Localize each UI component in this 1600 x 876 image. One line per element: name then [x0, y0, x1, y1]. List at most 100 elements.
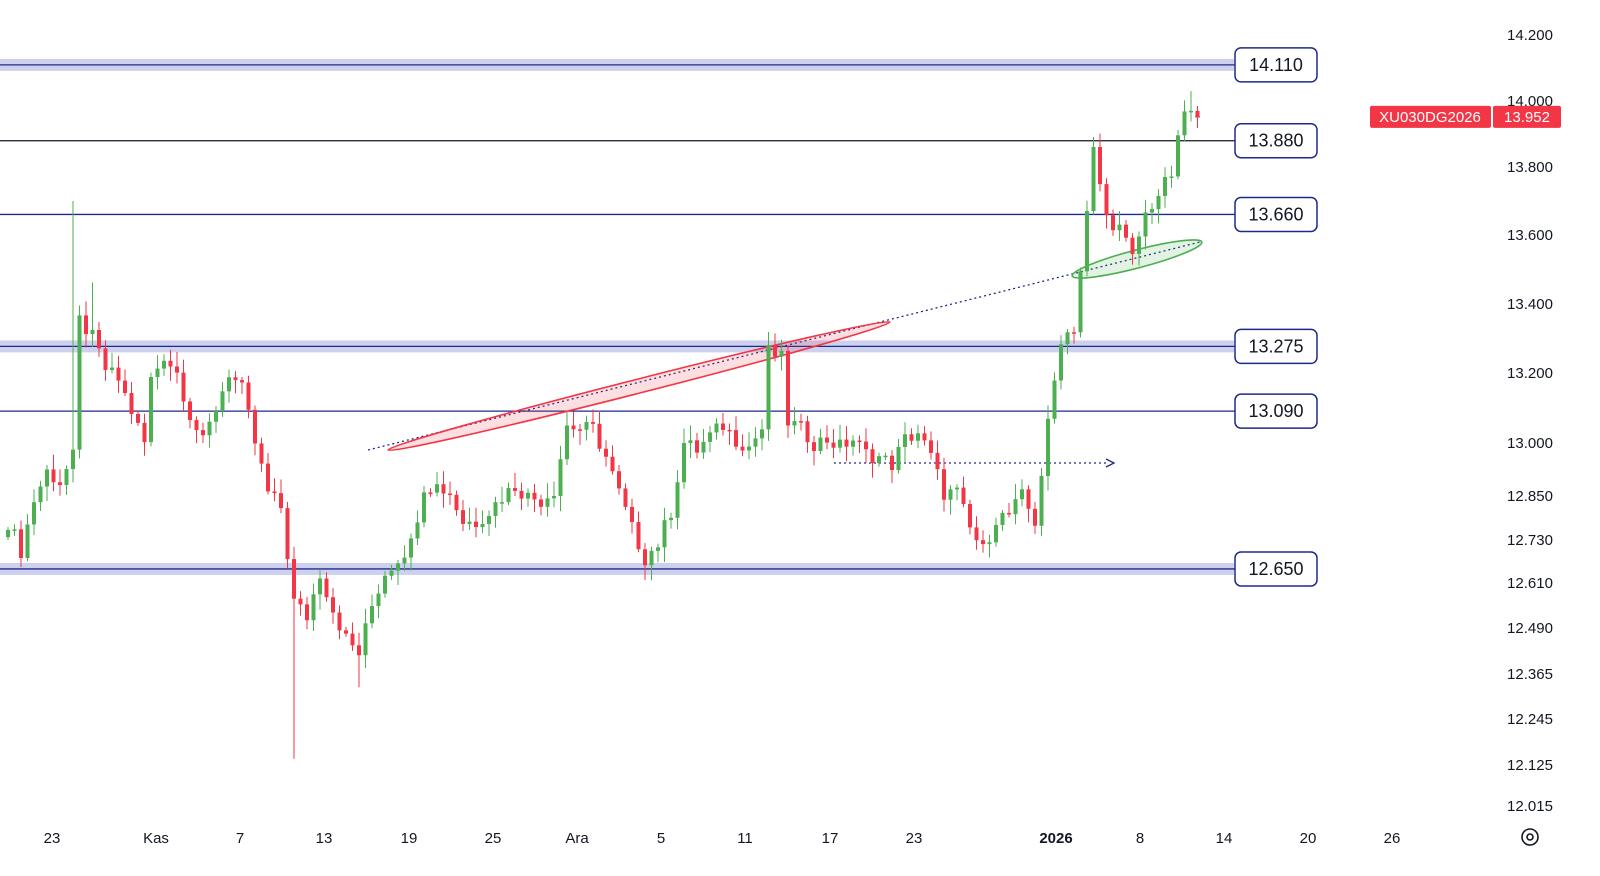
candle-body [1143, 212, 1148, 237]
candle-97 [636, 511, 641, 553]
candle-68 [448, 481, 452, 505]
candle-body [552, 495, 556, 499]
candle-body [292, 559, 296, 599]
candle-18 [123, 369, 127, 396]
candle-body [493, 502, 498, 516]
x-tick-label: 17 [822, 830, 839, 847]
candle-174 [1137, 231, 1141, 266]
candle-65 [428, 488, 433, 497]
candle-145 [948, 485, 953, 515]
candle-32 [214, 406, 218, 433]
candle-4 [32, 489, 36, 536]
settings-icon[interactable] [1521, 828, 1539, 846]
candle-171 [1117, 211, 1122, 241]
candle-body [903, 434, 907, 447]
candle-body [467, 521, 472, 524]
candle-body [448, 493, 452, 496]
candle-body [1020, 489, 1024, 500]
candle-body [396, 563, 400, 571]
level-label-2[interactable]: 13.660 [1234, 196, 1318, 233]
candle-body [1091, 147, 1096, 212]
candle-body [1026, 489, 1031, 509]
candle-103 [675, 470, 680, 530]
candle-73 [480, 510, 485, 534]
candle-176 [1150, 202, 1154, 224]
candle-body [688, 440, 693, 444]
candle-body [194, 420, 199, 431]
candle-35 [233, 371, 238, 394]
candle-49 [324, 572, 329, 602]
level-label-4[interactable]: 13.090 [1234, 393, 1318, 429]
level-label-1[interactable]: 13.880 [1234, 122, 1318, 159]
candle-63 [415, 510, 420, 545]
candle-body [1189, 110, 1193, 113]
candle-159 [1039, 467, 1044, 536]
x-tick-label: Ara [565, 830, 589, 847]
y-axis[interactable]: 14.200 14.000 13.800 13.600 13.400 13.200 13.0… [1507, 27, 1553, 815]
x-tick-label: 11 [737, 830, 753, 847]
candle-body [389, 570, 394, 576]
candle-53 [350, 622, 355, 651]
candle-61 [402, 545, 407, 571]
candle-59 [389, 564, 394, 580]
candle-body [597, 423, 602, 449]
candle-82 [539, 494, 543, 516]
candle-body [357, 645, 361, 656]
candle-body [266, 463, 270, 492]
candle-body [480, 524, 485, 528]
candle-body [279, 493, 283, 509]
candle-172 [1124, 220, 1128, 242]
candle-body [844, 439, 849, 447]
candle-body [155, 368, 160, 378]
candle-64 [422, 485, 426, 528]
candle-96 [630, 498, 634, 534]
candle-body [1104, 184, 1109, 216]
candle-body [71, 449, 75, 470]
candle-136 [890, 450, 894, 484]
candle-body [162, 360, 166, 369]
candle-41 [272, 478, 277, 502]
candle-161 [1052, 372, 1057, 424]
candle-body [1033, 508, 1037, 526]
x-axis[interactable]: 23 Kas 7 13 19 25 Ara 5 11 17 23 2026 8 14 20 26 [44, 830, 1401, 847]
candle-87 [571, 411, 576, 438]
candle-114 [747, 432, 751, 460]
candle-body [591, 422, 595, 424]
level-label-0[interactable]: 14.110 [1234, 47, 1318, 83]
candles [6, 91, 1200, 759]
level-label-5[interactable]: 12.650 [1234, 551, 1318, 587]
candle-10 [71, 200, 75, 483]
candle-body [409, 538, 413, 558]
candle-body [441, 484, 446, 494]
level-zones [0, 58, 1234, 575]
candle-body [331, 597, 335, 613]
candle-138 [903, 422, 907, 462]
candle-121 [792, 407, 797, 435]
x-tick-label: 25 [485, 830, 502, 847]
level-label-box [1234, 393, 1318, 429]
candle-77 [506, 482, 511, 506]
x-tick-label: 5 [657, 830, 665, 847]
candle-body [701, 441, 706, 453]
candle-body [337, 612, 342, 631]
candle-body [363, 623, 368, 656]
candle-36 [240, 377, 244, 394]
candle-body [1130, 237, 1135, 254]
candle-body [25, 524, 30, 558]
level-label-3[interactable]: 13.275 [1234, 328, 1318, 365]
candle-45 [298, 591, 303, 616]
candle-body [909, 434, 914, 441]
candle-body [636, 522, 641, 550]
candle-body [799, 421, 803, 423]
candle-101 [662, 507, 667, 562]
candle-body [233, 377, 238, 381]
candle-body [766, 345, 771, 430]
candle-179 [1169, 165, 1174, 188]
symbol-tag-bg [1370, 105, 1491, 128]
candle-74 [487, 510, 491, 536]
candle-body [1013, 499, 1018, 515]
level-labels[interactable]: 14.110 13.880 13.660 13.275 13.090 12.650 [1234, 47, 1318, 587]
candle-body [714, 423, 719, 433]
